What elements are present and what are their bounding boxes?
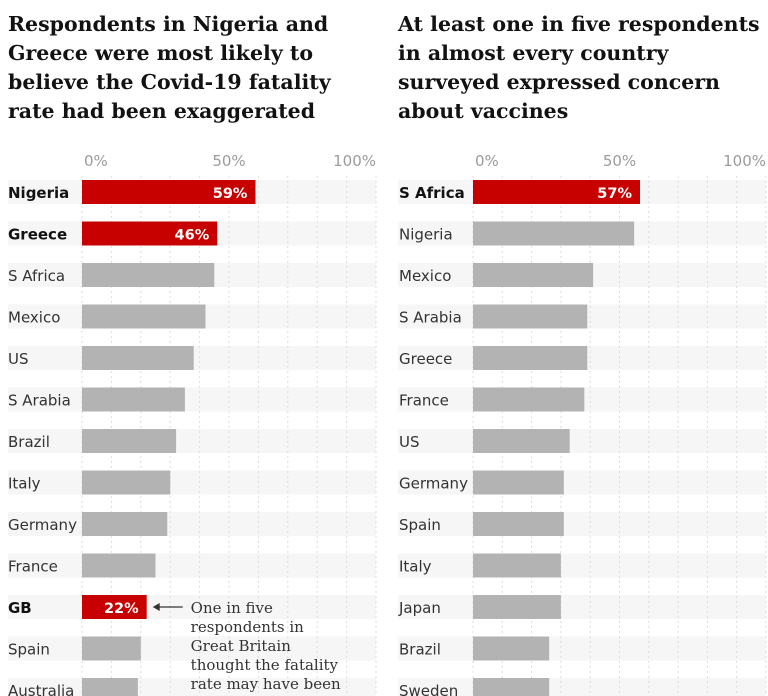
data-label: 59%: [213, 186, 248, 202]
category-label: Brazil: [8, 433, 50, 451]
category-label: Greece: [8, 226, 67, 244]
bar: [82, 553, 156, 578]
annotation-text: respondents in: [191, 618, 304, 636]
row-track: [398, 512, 766, 536]
bar: [82, 304, 206, 329]
bar: [473, 221, 635, 246]
chart-right: 0% 50% 100% S Africa 57% Nigeria Mexico S Arabi…: [398, 152, 767, 696]
annotation-text: Great Britain: [191, 637, 292, 655]
data-label: 57%: [597, 186, 632, 202]
category-label: Nigeria: [399, 226, 453, 244]
row-track: [8, 429, 376, 453]
annotation-arrowhead: [152, 603, 160, 611]
bar: [473, 595, 561, 619]
category-label: S Arabia: [8, 392, 71, 410]
row-track: [398, 595, 766, 619]
bar: [473, 636, 550, 661]
row-track: [398, 429, 766, 453]
bar: [473, 678, 550, 696]
x-tick-label: 100%: [723, 152, 766, 170]
x-tick-label: 100%: [333, 152, 376, 170]
bar: [473, 429, 570, 453]
bar: [82, 636, 141, 661]
category-label: Mexico: [8, 309, 60, 327]
row-track: [8, 512, 376, 536]
x-tick-label: 0%: [84, 152, 108, 170]
annotation-text: One in five: [191, 599, 273, 617]
category-label: Australia: [8, 682, 74, 696]
bar: [82, 263, 215, 287]
bar: [82, 387, 185, 412]
row-track: [8, 470, 376, 495]
category-label: France: [8, 558, 58, 576]
category-label: US: [399, 433, 420, 451]
category-label: S Africa: [8, 267, 65, 285]
row-track: [398, 470, 766, 495]
chart-left: 0% 50% 100% Nigeria 59% Greece 46% S Africa Mexi…: [8, 152, 377, 696]
category-label: Sweden: [399, 682, 458, 696]
category-label: Germany: [399, 475, 468, 493]
category-label: France: [399, 392, 449, 410]
annotation-text: rate may have been: [191, 675, 341, 693]
row-track: [8, 636, 376, 661]
row-track: [8, 387, 376, 412]
chart-title-right: At least one in five respondents in almo…: [398, 12, 760, 123]
row-track: [8, 595, 376, 619]
data-label: 22%: [104, 601, 139, 617]
bar: [82, 470, 171, 495]
bar: [82, 180, 256, 204]
bar: [82, 678, 138, 696]
category-label: GB: [8, 599, 32, 617]
bar: [473, 304, 588, 329]
category-label: Spain: [8, 641, 50, 659]
category-label: Italy: [399, 558, 432, 576]
data-label: 46%: [175, 228, 210, 244]
chart-title-left: Respondents in Nigeria and Greece were m…: [8, 12, 331, 123]
x-tick-label: 0%: [475, 152, 499, 170]
bar: [82, 346, 194, 370]
category-label: Japan: [398, 599, 441, 617]
category-label: Spain: [399, 516, 441, 534]
category-label: Brazil: [399, 641, 441, 659]
x-tick-label: 50%: [603, 152, 636, 170]
category-label: S Africa: [399, 184, 465, 202]
category-label: S Arabia: [399, 309, 462, 327]
category-label: US: [8, 350, 29, 368]
x-tick-label: 50%: [212, 152, 245, 170]
bar: [473, 263, 594, 287]
row-track: [398, 636, 766, 661]
bar: [473, 387, 585, 412]
bar: [82, 595, 147, 619]
row-track: [8, 553, 376, 578]
bar: [473, 553, 561, 578]
bar: [473, 346, 588, 370]
row-track: [398, 553, 766, 578]
category-label: Greece: [399, 350, 452, 368]
bar: [473, 512, 564, 536]
category-label: Nigeria: [8, 184, 69, 202]
bar: [82, 512, 168, 536]
category-label: Italy: [8, 475, 41, 493]
annotation-text: thought the fatality: [191, 656, 339, 674]
category-label: Mexico: [399, 267, 451, 285]
bar: [82, 429, 177, 453]
bar: [473, 180, 641, 204]
category-label: Germany: [8, 516, 77, 534]
bar: [473, 470, 564, 495]
bar: [82, 221, 218, 246]
